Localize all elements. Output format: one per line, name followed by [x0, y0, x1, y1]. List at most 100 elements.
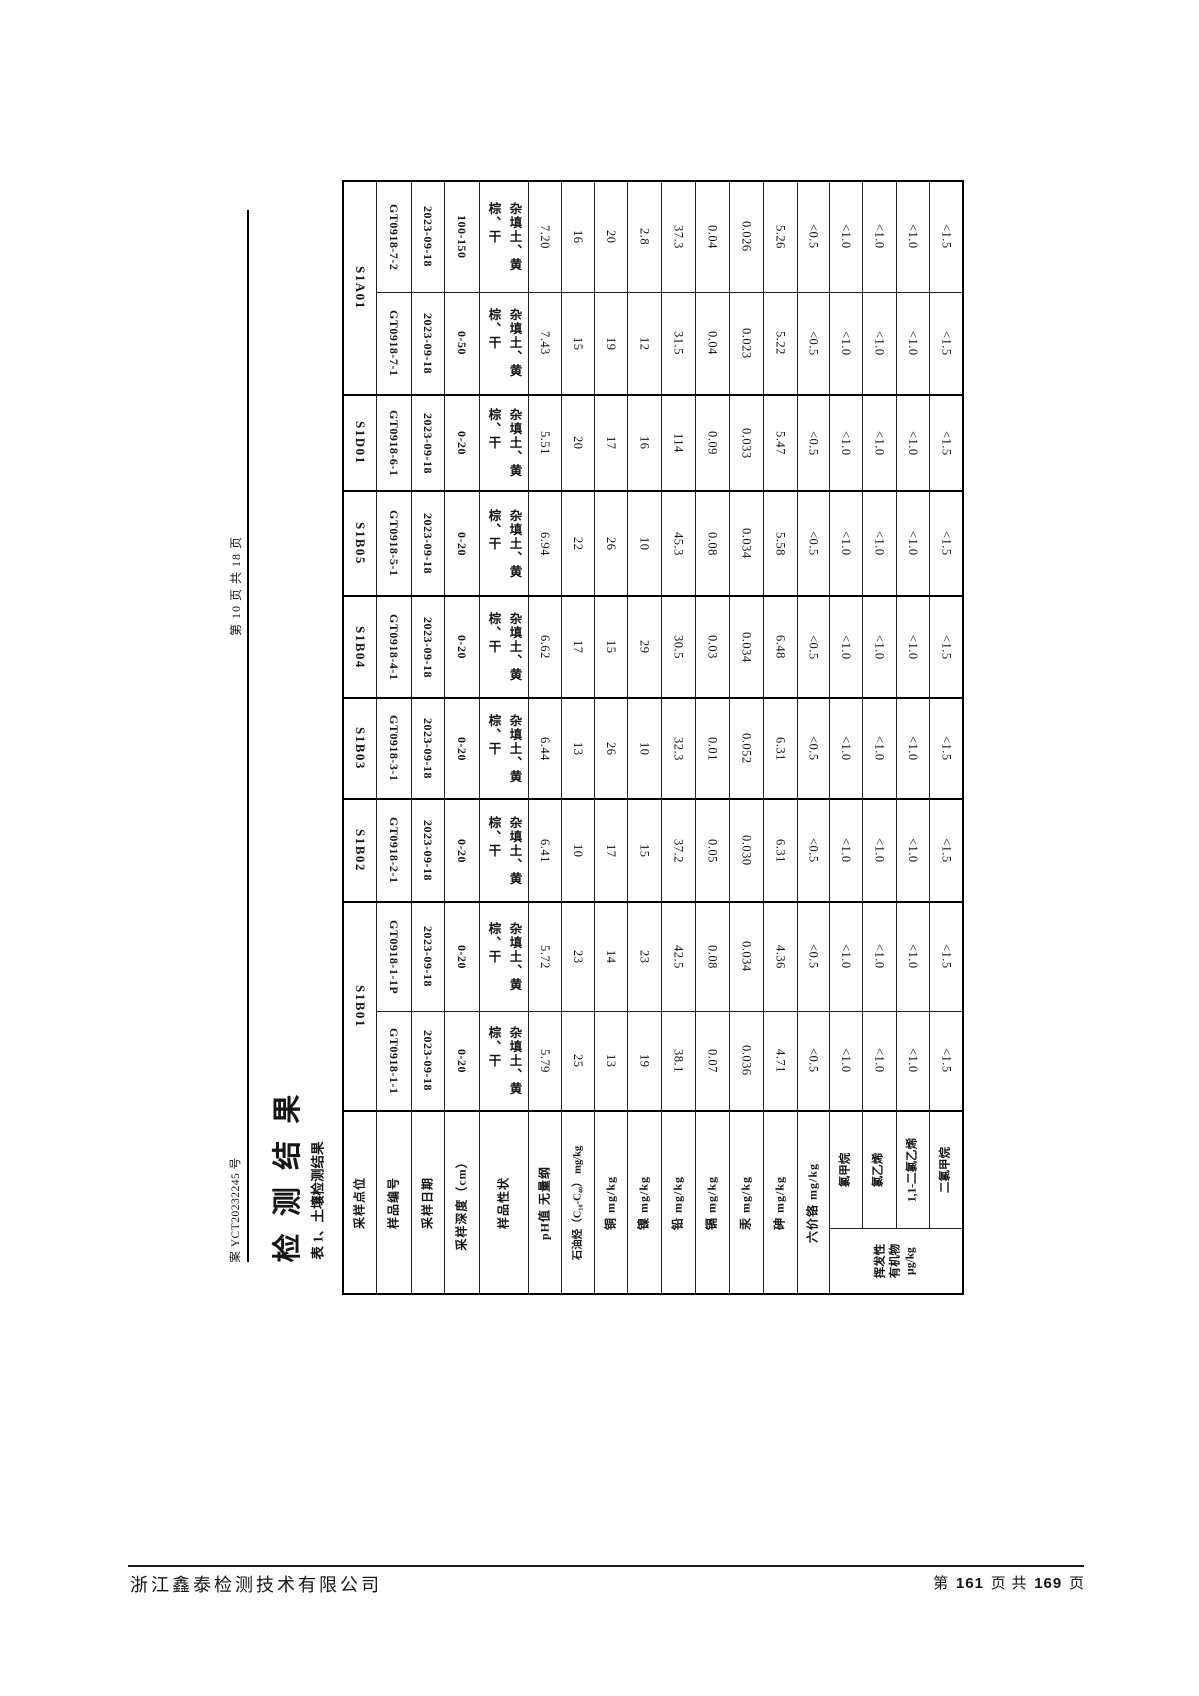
- header-ph-text: pH值 无量纲: [537, 1165, 551, 1240]
- cell-11-dichloroethylene-text: <1.0: [906, 224, 920, 250]
- cell-dichloromethane: <1.5: [928, 394, 964, 492]
- cell-cadmium-text: 0.08: [705, 944, 720, 969]
- cell-sample-code-text: GT0918-5-1: [387, 510, 401, 577]
- cell-lead: 37.3: [660, 180, 696, 293]
- cell-11-dichloroethylene-text: <1.0: [906, 944, 920, 970]
- margin-rule: [247, 210, 249, 1262]
- cell-sample-depth-text: 100-150: [455, 215, 469, 259]
- results-table-body: S1A01 GT0918-7-2 2023-09-18 100-150 杂填土、黄 棕、…: [342, 180, 964, 1295]
- cell-arsenic-text: 5.22: [773, 331, 788, 356]
- cell-cadmium-text: 0.07: [705, 1048, 720, 1073]
- cell-cadmium-text: 0.04: [705, 331, 720, 356]
- cell-cadmium-text: 0.09: [705, 431, 720, 455]
- cell-ph: 7.43: [527, 291, 562, 396]
- cell-ph: 5.51: [527, 394, 562, 492]
- page-title: 检 测 结 果: [272, 1089, 304, 1263]
- cell-sample-depth-text: 0-20: [455, 1048, 469, 1073]
- cell-vinyl-chloride: <1.0: [861, 901, 897, 1012]
- cell-location: S1A01: [342, 180, 377, 396]
- cell-copper-text: 26: [604, 741, 618, 756]
- cell-location: S1B03: [342, 697, 377, 800]
- cell-vinyl-chloride: <1.0: [861, 291, 897, 396]
- cell-vinyl-chloride: <1.0: [861, 798, 897, 903]
- cell-sample-depth: 0-20: [443, 490, 480, 597]
- header-group-row: 挥发性 有机物 μg/kg: [343, 1227, 964, 1295]
- cell-sample-character: 杂填土、黄 棕、干: [478, 595, 529, 699]
- cell-sample-code: GT0918-7-2: [375, 180, 412, 293]
- header-11-dichloroethylene: 1,1-二氯乙烯: [895, 1110, 930, 1229]
- cell-arsenic-text: 5.26: [773, 224, 788, 249]
- cell-copper: 15: [593, 595, 628, 699]
- cell-chloromethane-text: <1.0: [839, 634, 853, 660]
- cell-nickel: 2.8: [626, 180, 662, 293]
- cell-sample-depth: 0-20: [443, 798, 480, 903]
- cell-mercury: 0.036: [728, 1010, 764, 1112]
- cell-copper: 26: [593, 490, 628, 597]
- header-sample-date: 采样日期: [410, 1110, 445, 1295]
- cell-sample-character-text: 杂填土、黄 棕、干: [486, 921, 522, 992]
- cell-mercury: 0.026: [728, 180, 764, 293]
- table-caption: 表 1、土壤检测结果: [310, 1141, 325, 1260]
- cell-arsenic: 4.71: [762, 1010, 798, 1112]
- cell-location-text: S1B04: [352, 625, 368, 669]
- cell-chloromethane: <1.0: [828, 697, 863, 800]
- cell-arsenic-text: 4.71: [773, 1048, 788, 1073]
- cell-ph: 5.72: [527, 901, 562, 1012]
- cell-lead: 42.5: [660, 901, 696, 1012]
- cell-cadmium: 0.07: [694, 1010, 730, 1112]
- cell-petroleum-text: 23: [571, 950, 585, 964]
- cell-11-dichloroethylene-text: <1.0: [906, 838, 920, 863]
- cell-chloromethane-text: <1.0: [839, 224, 853, 250]
- cell-chloromethane: <1.0: [828, 180, 863, 293]
- cell-ph-text: 6.44: [538, 736, 552, 761]
- cell-arsenic-text: 5.47: [773, 431, 788, 455]
- cell-dichloromethane-text: <1.5: [939, 531, 954, 556]
- cell-ph-text: 6.94: [538, 531, 552, 556]
- cell-sample-code-text: GT0918-6-1: [387, 409, 401, 477]
- header-sample-depth-text: 采样深度（cm）: [454, 1154, 468, 1251]
- cell-mercury: 0.034: [728, 901, 764, 1012]
- cell-location: S1D01: [342, 394, 377, 492]
- page-indicator: 第 10 页 共 18 页: [228, 536, 243, 637]
- footer-page-suffix: 页: [1064, 1576, 1085, 1592]
- cell-chromium6-text: <0.5: [806, 944, 821, 970]
- cell-mercury-text: 0.023: [739, 327, 754, 359]
- cell-sample-character: 杂填土、黄 棕、干: [478, 180, 529, 293]
- cell-chloromethane: <1.0: [828, 394, 863, 492]
- cell-petroleum: 23: [560, 901, 595, 1012]
- footer-page-current: 161: [955, 1575, 984, 1592]
- cell-dichloromethane: <1.5: [928, 697, 964, 800]
- cell-nickel: 19: [626, 1010, 662, 1112]
- cell-cadmium: 0.01: [694, 697, 730, 800]
- cell-chromium6-text: <0.5: [806, 224, 821, 250]
- cell-lead-text: 31.5: [671, 331, 686, 356]
- cell-dichloromethane-text: <1.5: [939, 1048, 954, 1074]
- cell-sample-code: GT0918-1-1P: [375, 901, 412, 1012]
- cell-chloromethane: <1.0: [828, 1010, 863, 1112]
- cell-chromium6: <0.5: [796, 291, 830, 396]
- cell-petroleum-text: 25: [571, 1054, 585, 1068]
- cell-cadmium: 0.08: [694, 490, 730, 597]
- cell-lead-text: 38.1: [671, 1048, 686, 1073]
- cell-sample-depth-text: 0-20: [455, 736, 469, 761]
- cell-chloromethane: <1.0: [828, 798, 863, 903]
- cell-chloromethane: <1.0: [828, 901, 863, 1012]
- cell-sample-code-text: GT0918-1-1P: [387, 919, 401, 994]
- cell-ph-text: 5.79: [538, 1048, 552, 1073]
- cell-sample-code: GT0918-1-1: [375, 1010, 412, 1112]
- cell-chromium6-text: <0.5: [806, 330, 821, 356]
- cell-arsenic-text: 6.31: [773, 736, 788, 761]
- cell-11-dichloroethylene-text: <1.0: [906, 634, 920, 660]
- cell-sample-depth: 0-20: [443, 1010, 480, 1112]
- cell-sample-character-text: 杂填土、黄 棕、干: [486, 815, 522, 886]
- cell-ph: 5.79: [527, 1010, 562, 1112]
- cell-ph-text: 5.51: [538, 431, 552, 455]
- cell-sample-character-text: 杂填土、黄 棕、干: [486, 1025, 522, 1096]
- cell-cadmium-text: 0.03: [705, 635, 720, 659]
- cell-vinyl-chloride-text: <1.0: [872, 944, 887, 970]
- cell-cadmium: 0.05: [694, 798, 730, 903]
- cell-dichloromethane-text: <1.5: [939, 736, 954, 761]
- header-chromium6-text: 六价铬 mg/kg: [805, 1162, 820, 1243]
- cell-sample-code: GT0918-4-1: [375, 595, 412, 699]
- cell-11-dichloroethylene-text: <1.0: [906, 736, 920, 761]
